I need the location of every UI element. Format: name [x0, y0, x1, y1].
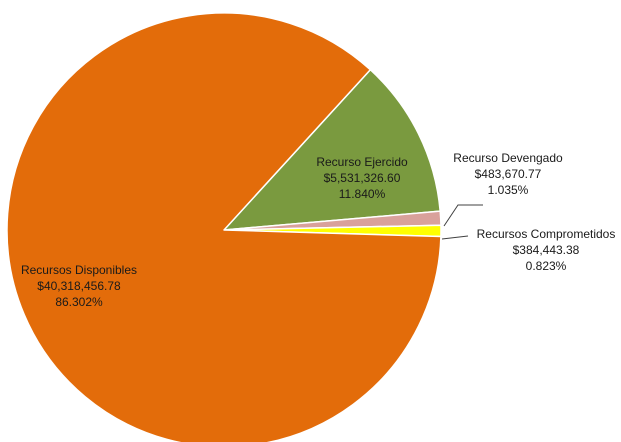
data-label-recursos-disponibles: Recursos Disponibles $40,318,456.78 86.302… [21, 263, 137, 309]
leader-lines [441, 204, 483, 240]
data-label-percent: 0.823% [526, 259, 567, 273]
data-label-name: Recurso Devengado [453, 151, 563, 165]
data-label-recurso-ejercido: Recurso Ejercido $5,531,326.60 11.840% [316, 155, 408, 201]
leader-line-recursos-comprometidos [441, 235, 469, 240]
data-label-value: $384,443.38 [513, 243, 580, 257]
data-label-name: Recurso Ejercido [316, 155, 408, 169]
data-label-recurso-devengado: Recurso Devengado $483,670.77 1.035% [453, 151, 563, 197]
pie-slice-recursos-disponibles [6, 12, 442, 442]
data-label-value: $40,318,456.78 [37, 279, 121, 293]
leader-line-recurso-devengado [443, 204, 483, 227]
data-label-value: $483,670.77 [475, 167, 542, 181]
data-label-name: Recursos Comprometidos [477, 227, 616, 241]
data-label-percent: 86.302% [55, 295, 103, 309]
data-label-name: Recursos Disponibles [21, 263, 137, 277]
pie-slices [6, 12, 442, 442]
data-label-percent: 1.035% [488, 183, 529, 197]
data-label-percent: 11.840% [339, 187, 386, 201]
data-label-value: $5,531,326.60 [324, 171, 401, 185]
data-label-recursos-comprometidos: Recursos Comprometidos $384,443.38 0.823% [477, 227, 616, 273]
pie-slice-recurso-ejercido [223, 69, 441, 231]
data-labels: Recurso Ejercido$5,531,326.6011.840%Recu… [21, 151, 615, 309]
